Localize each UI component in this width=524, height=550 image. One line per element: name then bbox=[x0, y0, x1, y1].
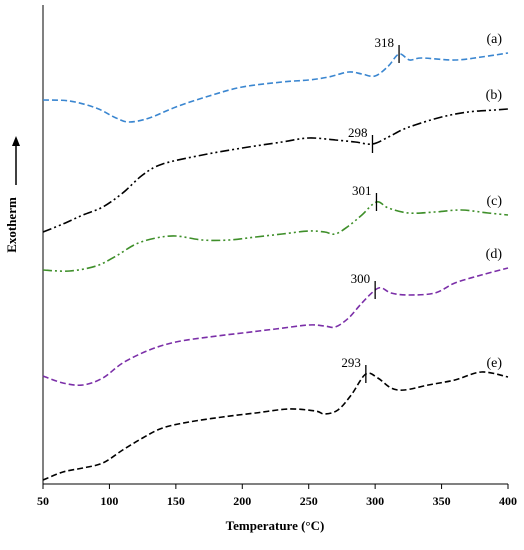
peak-label: 301 bbox=[352, 183, 372, 198]
peak-markers-layer: 318 298 301 300 293 bbox=[341, 35, 400, 383]
curve-label: (a) bbox=[486, 32, 502, 47]
peak-label: 293 bbox=[341, 355, 361, 370]
peak-label: 300 bbox=[351, 271, 371, 286]
x-tick-label: 200 bbox=[233, 494, 251, 508]
curve-d bbox=[42, 267, 509, 387]
x-axis-title: Temperature (°C) bbox=[226, 518, 325, 533]
curve-label: (b) bbox=[486, 88, 503, 103]
peak-label: 298 bbox=[348, 125, 368, 140]
x-tick-label: 250 bbox=[300, 494, 318, 508]
curve-b bbox=[42, 108, 509, 233]
plot-frame bbox=[42, 5, 508, 485]
curve-label: (c) bbox=[486, 194, 502, 209]
curves-layer bbox=[42, 52, 509, 481]
curve-a bbox=[42, 52, 509, 123]
y-axis-title: Exotherm bbox=[4, 197, 19, 253]
x-tick-label: 300 bbox=[366, 494, 384, 508]
curve-label: (d) bbox=[486, 247, 503, 262]
y-axis-title-group: Exotherm bbox=[4, 136, 20, 253]
exotherm-arrow-head bbox=[12, 136, 20, 146]
curve-c bbox=[42, 201, 509, 272]
x-tick-label: 150 bbox=[167, 494, 185, 508]
peak-label: 318 bbox=[375, 35, 395, 50]
x-axis-ticks: 50 100 150 200 250 300 350 400 bbox=[37, 484, 517, 508]
curve-e bbox=[42, 371, 509, 481]
x-tick-label: 50 bbox=[37, 494, 49, 508]
curve-label: (e) bbox=[486, 356, 502, 371]
x-tick-label: 400 bbox=[499, 494, 517, 508]
x-tick-label: 100 bbox=[100, 494, 118, 508]
curve-labels-layer: (a) (b) (c) (d) (e) bbox=[486, 32, 503, 371]
x-tick-label: 350 bbox=[433, 494, 451, 508]
